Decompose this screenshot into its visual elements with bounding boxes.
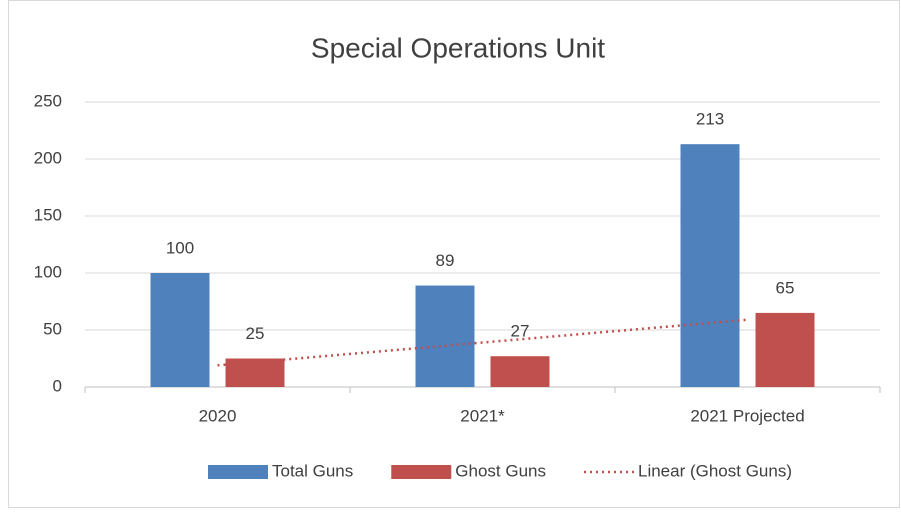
legend-label: Total Guns <box>272 461 353 480</box>
y-tick-label: 50 <box>43 319 62 338</box>
y-tick-label: 0 <box>53 376 62 395</box>
x-tick-label: 2021 Projected <box>690 406 804 425</box>
data-label: 89 <box>436 251 455 270</box>
bar <box>490 356 550 387</box>
data-label: 65 <box>776 278 795 297</box>
legend-swatch <box>208 465 268 479</box>
data-label: 213 <box>696 110 724 129</box>
legend-label: Ghost Guns <box>455 461 546 480</box>
y-tick-label: 200 <box>34 148 62 167</box>
legend-swatch <box>391 465 452 479</box>
trend-line <box>217 318 748 367</box>
y-tick-label: 150 <box>34 205 62 224</box>
legend-label: Linear (Ghost Guns) <box>638 461 792 480</box>
data-label: 27 <box>511 322 530 341</box>
y-tick-label: 250 <box>34 91 62 110</box>
bar <box>415 285 475 387</box>
bar <box>150 273 210 387</box>
x-tick-label: 2021* <box>460 406 505 425</box>
data-label: 100 <box>166 238 194 257</box>
chart-title: Special Operations Unit <box>311 32 605 63</box>
bar <box>680 144 740 387</box>
data-label: 25 <box>246 324 265 343</box>
y-tick-label: 100 <box>34 262 62 281</box>
bar <box>755 312 815 387</box>
x-tick-label: 2020 <box>199 406 237 425</box>
chart-frame <box>8 0 900 508</box>
